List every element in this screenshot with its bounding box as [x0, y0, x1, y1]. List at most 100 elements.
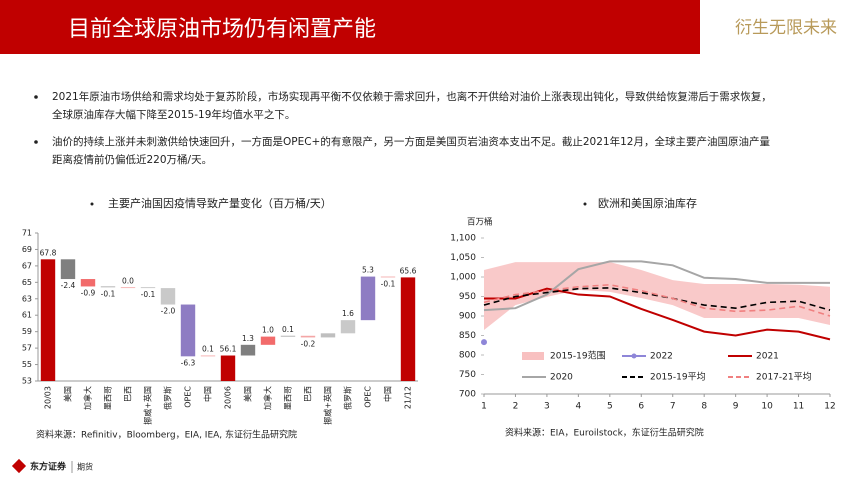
legend-swatch	[522, 352, 544, 360]
data-label: 1.6	[342, 309, 354, 318]
bullet-dot	[583, 202, 587, 206]
y-tick-label: 800	[459, 351, 476, 361]
x-tick-label: 7	[670, 402, 676, 412]
data-label: 0.1	[202, 345, 214, 354]
bar	[80, 279, 96, 287]
legend-label: 2015-19平均	[650, 371, 706, 383]
x-tick-label: 墨西哥	[284, 386, 293, 410]
bar	[280, 335, 296, 337]
y-tick-label: 1,000	[450, 273, 476, 283]
legend-label: 2021	[756, 352, 779, 362]
legend-marker	[631, 353, 637, 359]
x-tick-label: 墨西哥	[104, 386, 113, 410]
bar	[340, 320, 356, 334]
y-tick-label: 900	[459, 312, 476, 322]
y-tick-label: 63	[22, 294, 32, 303]
data-label: 56.1	[220, 345, 237, 354]
bar	[300, 335, 316, 338]
x-tick-label: 俄罗斯	[163, 386, 173, 410]
bar	[240, 344, 256, 356]
bar	[260, 336, 276, 345]
x-tick-label: 加拿大	[83, 386, 93, 410]
y-tick-label: 61	[22, 311, 32, 320]
legend-label: 2015-19范围	[550, 350, 606, 362]
bar	[380, 276, 396, 278]
data-label: 0.1	[282, 325, 294, 334]
x-tick-label: 21/12	[404, 386, 413, 409]
bullet-text: 2021年原油市场供给和需求均处于复苏阶段，市场实现再平衡不仅依赖于需求回升，也…	[52, 90, 772, 103]
data-label: 67.8	[40, 248, 57, 257]
x-tick-label: 11	[793, 402, 804, 412]
y-tick-label: 750	[459, 370, 476, 380]
y-axis-label: 百万桶	[467, 217, 493, 228]
x-tick-label: 加拿大	[263, 386, 273, 410]
y-tick-label: 57	[22, 344, 32, 353]
chart-title: 欧洲和美国原油库存	[598, 196, 697, 210]
data-label: -0.2	[301, 339, 316, 348]
bar	[200, 355, 216, 357]
bar	[180, 304, 196, 357]
data-label: 1.0	[262, 326, 274, 335]
data-label: -0.1	[101, 289, 116, 298]
x-tick-label: 挪威+英国	[323, 386, 333, 425]
footer-brand: 东方证券	[30, 461, 67, 473]
x-tick-label: 6	[638, 402, 644, 412]
y-tick-label: 55	[22, 360, 32, 369]
x-tick-label: 中国	[383, 386, 393, 402]
bullet-dot	[90, 202, 94, 206]
data-label: -0.9	[81, 288, 96, 297]
bullet-text: 油价的持续上涨并未刺激供给快速回升，一方面是OPEC+的有意限产，另一方面是美国…	[52, 135, 770, 148]
bar	[320, 333, 336, 338]
y-tick-label: 53	[22, 377, 32, 386]
legend-label: 2022	[650, 352, 673, 362]
legend-label: 2020	[550, 373, 573, 383]
bar	[100, 286, 116, 288]
y-tick-label: 850	[459, 331, 476, 341]
x-tick-label: 20/06	[224, 386, 233, 409]
x-tick-label: 1	[481, 402, 487, 412]
y-tick-label: 71	[22, 229, 32, 238]
y-tick-label: 950	[459, 292, 476, 302]
data-label: -0.1	[381, 279, 396, 288]
slogan: 衍生无限未来	[735, 18, 837, 38]
y-tick-label: 65	[22, 278, 32, 287]
logo-icon	[11, 458, 27, 474]
x-tick-label: OPEC	[364, 386, 373, 408]
bar	[120, 287, 136, 289]
x-tick-label: 8	[701, 402, 707, 412]
line	[483, 283, 831, 317]
x-tick-label: 中国	[203, 386, 213, 402]
bullet-text: 全球原油库存大幅下降至2015-19年均值水平之下。	[52, 108, 295, 121]
data-label: 65.6	[400, 266, 417, 275]
line	[483, 260, 830, 312]
y-tick-label: 67	[22, 261, 32, 270]
x-tick-label: 2	[513, 402, 519, 412]
line	[483, 287, 831, 311]
x-tick-label: 巴西	[304, 386, 313, 402]
data-label: -2.0	[161, 307, 176, 316]
x-tick-label: 12	[824, 402, 835, 412]
bar	[140, 287, 156, 289]
bar	[60, 259, 76, 280]
x-tick-label: 3	[544, 402, 550, 412]
bullet-dot	[34, 140, 38, 144]
x-tick-label: OPEC	[184, 386, 193, 408]
x-tick-label: 9	[733, 402, 739, 412]
x-tick-label: 5	[607, 402, 613, 412]
x-tick-label: 美国	[243, 386, 253, 402]
x-tick-label: 挪威+英国	[143, 386, 153, 425]
line	[484, 287, 831, 341]
data-label: 5.3	[362, 266, 374, 275]
source: 资料来源：Refinitiv，Bloomberg，EIA, IEA, 东证衍生品…	[36, 429, 297, 441]
data-label: 0.0	[122, 276, 134, 285]
data-label: 1.3	[242, 334, 254, 343]
bar	[400, 277, 416, 381]
slide-title: 目前全球原油市场仍有闲置产能	[68, 17, 376, 42]
point	[481, 339, 487, 346]
x-tick-label: 俄罗斯	[343, 386, 353, 410]
bar	[360, 276, 376, 321]
x-tick-label: 10	[761, 402, 773, 412]
y-tick-label: 69	[22, 245, 32, 254]
bullet-text: 距离疫情前仍偏低近220万桶/天。	[52, 153, 212, 166]
